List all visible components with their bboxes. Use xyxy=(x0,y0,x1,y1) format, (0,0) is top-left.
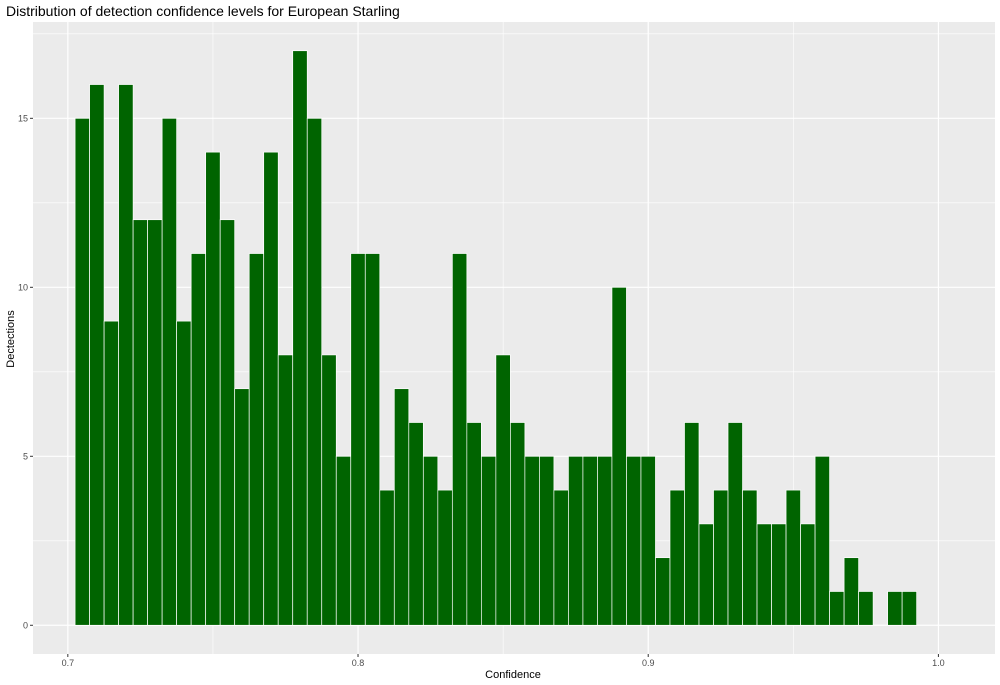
histogram-bar xyxy=(205,151,221,626)
x-axis-title: Confidence xyxy=(485,669,541,681)
histogram-bar xyxy=(481,455,497,626)
histogram-bar xyxy=(597,455,613,626)
histogram-bar xyxy=(408,422,424,626)
histogram-bar xyxy=(422,455,439,626)
histogram-bar xyxy=(771,523,787,626)
histogram-bar xyxy=(437,489,453,626)
y-tick-label: 0 xyxy=(23,620,28,630)
histogram-bar xyxy=(74,117,90,626)
histogram-bar xyxy=(161,117,177,626)
histogram-bar xyxy=(306,117,323,626)
histogram-bar xyxy=(742,489,758,626)
histogram-bar xyxy=(350,253,366,626)
histogram-bar xyxy=(524,455,540,626)
histogram-bar xyxy=(640,455,656,626)
histogram-bar xyxy=(582,455,598,626)
histogram-bar xyxy=(858,591,874,626)
y-tick-label: 15 xyxy=(18,113,28,123)
histogram-bar xyxy=(901,591,917,626)
y-axis-ticks: 0 5 10 15 xyxy=(18,113,33,630)
histogram-bar xyxy=(147,219,163,626)
histogram-bar xyxy=(568,455,584,626)
histogram-bar xyxy=(655,557,671,626)
chart-title: Distribution of detection confidence lev… xyxy=(6,3,400,19)
histogram-bar xyxy=(843,557,859,626)
histogram-bar xyxy=(800,523,816,626)
bars xyxy=(74,50,917,626)
histogram-bar xyxy=(364,253,381,626)
y-tick-label: 5 xyxy=(23,451,28,461)
x-tick-label: 0.9 xyxy=(642,658,655,668)
y-tick-label: 10 xyxy=(18,282,28,292)
x-tick-label: 0.8 xyxy=(352,658,365,668)
histogram-bar xyxy=(698,523,714,626)
histogram-bar xyxy=(611,286,627,626)
histogram-bar xyxy=(292,50,308,626)
histogram-bar xyxy=(379,489,395,626)
histogram-bar xyxy=(219,219,236,626)
histogram-bar xyxy=(190,253,207,626)
histogram-bar xyxy=(321,354,337,626)
histogram-bar xyxy=(669,489,685,626)
histogram-bar xyxy=(829,591,845,626)
histogram-bar xyxy=(393,388,410,626)
histogram-bar xyxy=(785,489,801,626)
histogram-bar xyxy=(451,253,468,626)
histogram-bar xyxy=(103,320,119,626)
histogram-bar xyxy=(553,489,569,626)
histogram-bar xyxy=(756,523,772,626)
histogram-bar xyxy=(466,422,482,626)
histogram-bar xyxy=(277,354,294,626)
histogram-bar xyxy=(132,219,148,626)
x-tick-label: 1.0 xyxy=(932,658,945,668)
histogram-bar xyxy=(234,388,250,626)
x-axis-ticks: 0.7 0.8 0.9 1.0 xyxy=(62,654,945,668)
histogram-bar xyxy=(887,591,903,626)
histogram-bar xyxy=(510,422,526,626)
x-tick-label: 0.7 xyxy=(62,658,75,668)
histogram-bar xyxy=(89,84,105,626)
histogram-bar xyxy=(814,455,830,626)
histogram-bar xyxy=(727,422,743,626)
histogram-bar xyxy=(263,151,279,626)
histogram-bar xyxy=(335,455,352,626)
histogram-bar xyxy=(495,354,511,626)
histogram-bar xyxy=(713,489,729,626)
histogram-bar xyxy=(626,455,642,626)
histogram-bar xyxy=(684,422,700,626)
histogram-bar xyxy=(248,253,265,626)
y-axis-title: Dectections xyxy=(5,310,17,368)
histogram-bar xyxy=(539,455,555,626)
histogram-bar xyxy=(176,320,192,626)
histogram-bar xyxy=(118,84,134,626)
